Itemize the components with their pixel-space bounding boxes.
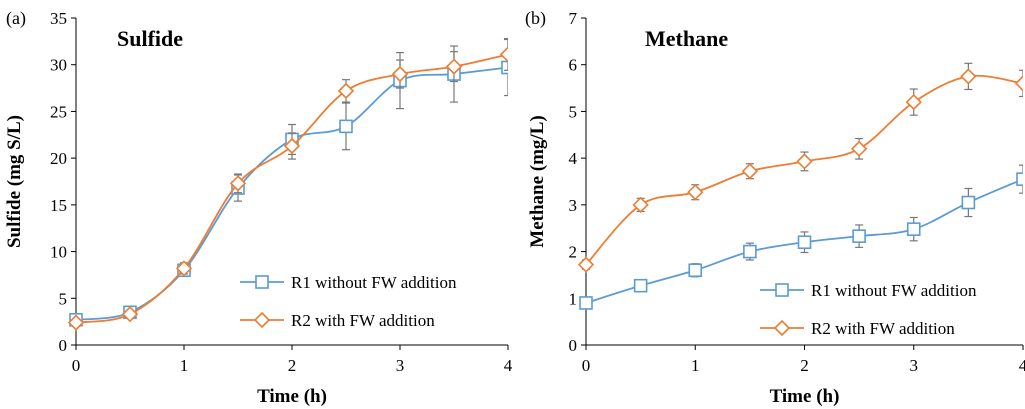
methane-r2-point	[741, 163, 759, 180]
sulfide-r2-point	[445, 58, 463, 75]
sulfide-x-axis-title: Time (h)	[257, 386, 327, 407]
methane-y-tick-label: 7	[569, 9, 578, 28]
methane-r2-point	[960, 68, 977, 85]
sulfide-x-tick-label: 4	[504, 356, 513, 375]
methane-x-tick-label: 3	[910, 356, 919, 375]
methane-r1-point	[579, 296, 593, 310]
sulfide-y-tick-label: 10	[50, 243, 67, 262]
methane-y-tick-label: 6	[569, 56, 578, 75]
methane-r2-point	[905, 93, 922, 111]
methane-plot-area	[577, 62, 1023, 310]
sulfide-r2-point	[499, 46, 508, 63]
methane-r1-point	[743, 244, 757, 259]
sulfide-x-tick-label: 3	[396, 356, 405, 375]
sulfide-r2-point	[283, 137, 301, 155]
methane-r2-point	[632, 196, 649, 213]
methane-r1-point	[633, 278, 648, 293]
sulfide-r2-point	[337, 82, 355, 100]
sulfide-panel-label: (a)	[6, 8, 26, 29]
methane-x-tick-label: 1	[691, 356, 700, 375]
methane-r2-point	[850, 140, 868, 157]
sulfide-y-tick-label: 15	[50, 196, 67, 215]
sulfide-legend-marker-r1	[255, 275, 269, 289]
methane-y-tick-label: 2	[569, 243, 578, 262]
methane-x-tick-label: 2	[800, 356, 809, 375]
sulfide-legend-label-r2: R2 with FW addition	[291, 311, 435, 330]
methane-chart: 0 1 2 3 4 5 6 7 0 1 2 3 4 Time (h) Methane (mg/L) Metha…	[525, 8, 1025, 407]
methane-x-tick-label: 4	[1019, 356, 1025, 375]
methane-r2-point	[687, 184, 704, 201]
sulfide-r2-line	[75, 53, 508, 324]
methane-r2-point	[577, 256, 595, 273]
methane-legend-label-r1: R1 without FW addition	[811, 281, 977, 300]
sulfide-y-axis-title: Sulfide (mg S/L)	[4, 115, 25, 248]
methane-legend-marker-r2	[773, 319, 791, 337]
methane-legend-marker-r1	[775, 283, 789, 297]
methane-y-tick-label: 1	[569, 289, 578, 308]
sulfide-plot-area	[67, 37, 508, 331]
methane-y-tick-label: 0	[569, 336, 578, 355]
methane-panel-label: (b)	[525, 8, 546, 29]
sulfide-r2-point	[175, 260, 193, 277]
sulfide-r2-point	[121, 306, 139, 323]
methane-r1-point	[797, 235, 812, 250]
sulfide-x-tick-label: 2	[288, 356, 297, 375]
methane-y-tick-label: 4	[569, 149, 578, 168]
methane-legend-label-r2: R2 with FW addition	[811, 319, 955, 338]
methane-r2-point	[796, 153, 813, 170]
methane-y-axis-title: Methane (mg/L)	[527, 115, 548, 247]
methane-r1-point	[906, 222, 921, 236]
sulfide-y-tick-label: 5	[59, 289, 68, 308]
sulfide-chart: 0 5 10 15 20 25 30 35 0 1 2 3 4 Time (h) Sulfide (mg S…	[4, 8, 513, 407]
sulfide-chart-title: Sulfide	[117, 26, 183, 51]
sulfide-legend-marker-r2	[253, 311, 271, 329]
sulfide-x-tick-label: 0	[72, 356, 81, 375]
sulfide-r2-point	[229, 175, 247, 192]
sulfide-legend-label-r1: R1 without FW addition	[291, 273, 457, 292]
sulfide-r1-point	[501, 60, 508, 75]
methane-y-tick-label: 3	[569, 196, 578, 215]
sulfide-y-tick-label: 35	[50, 9, 67, 28]
methane-x-axis-title: Time (h)	[770, 386, 840, 407]
methane-r1-point	[852, 229, 866, 243]
methane-r1-point	[688, 263, 703, 278]
sulfide-r1-point	[339, 119, 353, 134]
methane-r1-point	[1016, 172, 1023, 186]
methane-r1-point	[961, 195, 976, 210]
methane-chart-title: Methane	[645, 26, 728, 51]
sulfide-r2-point	[391, 65, 409, 83]
sulfide-r2-point	[67, 314, 85, 331]
sulfide-x-tick-label: 1	[180, 356, 189, 375]
sulfide-y-tick-label: 30	[50, 56, 67, 75]
methane-y-tick-label: 5	[569, 102, 578, 121]
methane-r2-point	[1014, 75, 1023, 92]
methane-x-tick-label: 0	[582, 356, 591, 375]
sulfide-y-tick-label: 20	[50, 149, 67, 168]
sulfide-y-tick-label: 0	[59, 336, 68, 355]
sulfide-y-tick-label: 25	[50, 102, 67, 121]
